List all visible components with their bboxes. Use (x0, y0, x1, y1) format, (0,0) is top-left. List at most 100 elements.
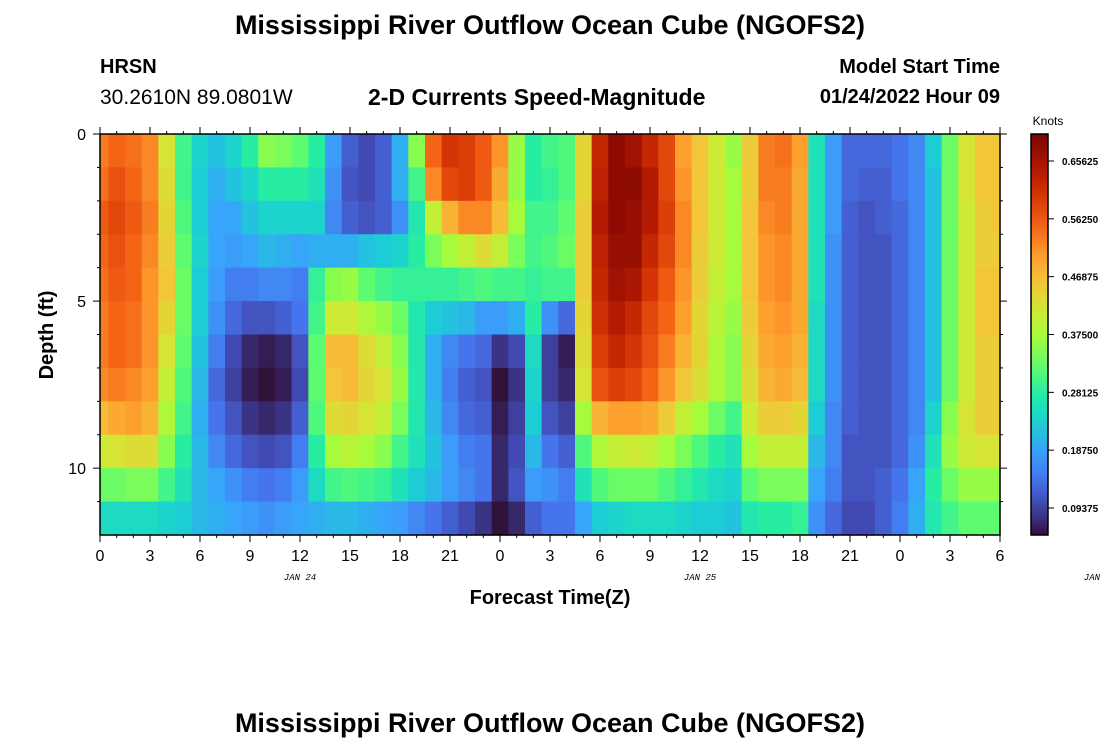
heatmap-cell (591, 501, 609, 536)
heatmap-cell (575, 501, 593, 536)
heatmap-cell (291, 200, 309, 235)
heatmap-cell (391, 367, 409, 402)
heatmap-cell (208, 434, 226, 469)
x-tick-label: 18 (391, 548, 409, 565)
heatmap-cell (975, 167, 993, 202)
heatmap-cell (508, 401, 526, 436)
heatmap-cell (100, 401, 109, 436)
heatmap-cell (558, 501, 576, 536)
chart-title: Mississippi River Outflow Ocean Cube (NG… (234, 10, 866, 40)
heatmap-cell (808, 134, 826, 169)
heatmap-cell (841, 501, 859, 536)
heatmap-cell (508, 234, 526, 269)
heatmap-cell (175, 367, 193, 402)
heatmap-cell (175, 401, 193, 436)
heatmap-cell (841, 401, 859, 436)
heatmap-cell (925, 134, 943, 169)
heatmap-cell (475, 334, 493, 369)
heatmap-cell (791, 267, 809, 302)
heatmap-cell (375, 200, 393, 235)
heatmap-cell (100, 301, 109, 336)
colorbar: Knots 0.09375 0.18750 0.28125 0.37500 0.4687… (1030, 114, 1099, 536)
heatmap-cell (358, 234, 376, 269)
heatmap-cell (591, 434, 609, 469)
heatmap-cell (841, 468, 859, 503)
heatmap-cell (608, 134, 626, 169)
heatmap-cell (275, 401, 293, 436)
heatmap-cell (991, 234, 1001, 269)
heatmap-cell (925, 401, 943, 436)
heatmap-cell (408, 334, 426, 369)
heatmap-cell (291, 234, 309, 269)
heatmap-cell (191, 434, 209, 469)
heatmap-cell (541, 167, 559, 202)
heatmap-cell (708, 501, 726, 536)
heatmap-cell (791, 434, 809, 469)
heatmap-cell (791, 367, 809, 402)
heatmap-cell (791, 200, 809, 235)
heatmap-cell (958, 334, 976, 369)
heatmap-cell (608, 167, 626, 202)
heatmap-cell (975, 134, 993, 169)
heatmap-cell (925, 501, 943, 536)
heatmap-cell (358, 367, 376, 402)
heatmap-cell (991, 401, 1001, 436)
heatmap-cell (175, 301, 193, 336)
heatmap-cell (100, 200, 109, 235)
heatmap-cell (925, 367, 943, 402)
heatmap-cell (591, 234, 609, 269)
heatmap-cell (491, 200, 509, 235)
heatmap-cell (975, 234, 993, 269)
heatmap-cell (925, 434, 943, 469)
heatmap-cell (241, 200, 259, 235)
colorbar-tick-label: 0.18750 (1062, 446, 1099, 457)
heatmap-cell (758, 468, 776, 503)
date-label: JAN 25 (684, 573, 717, 583)
heatmap-cell (825, 200, 843, 235)
heatmap-cell (725, 167, 743, 202)
heatmap-cell (858, 367, 876, 402)
heatmap-cell (425, 267, 443, 302)
heatmap-cell (391, 267, 409, 302)
heatmap-cell (475, 301, 493, 336)
heatmap-cell (958, 367, 976, 402)
station-coordinates: 30.2610N 89.0801W (100, 86, 293, 109)
heatmap-cell (808, 334, 826, 369)
heatmap-cell (875, 367, 893, 402)
heatmap-cell (958, 434, 976, 469)
heatmap-cell (875, 200, 893, 235)
x-tick-label: 3 (546, 548, 555, 565)
heatmap-cell (525, 501, 543, 536)
heatmap-cell (558, 234, 576, 269)
heatmap-cell (408, 468, 426, 503)
heatmap-cell (341, 434, 359, 469)
heatmap-cell (941, 367, 959, 402)
heatmap-cell (558, 267, 576, 302)
heatmap-cell (608, 200, 626, 235)
heatmap-cell (358, 267, 376, 302)
heatmap-cell (925, 200, 943, 235)
heatmap-cell (541, 134, 559, 169)
heatmap-cell (558, 468, 576, 503)
heatmap-cell (841, 167, 859, 202)
heatmap-cell (608, 367, 626, 402)
heatmap-cell (191, 468, 209, 503)
heatmap-cell (558, 334, 576, 369)
heatmap-cell (708, 200, 726, 235)
x-tick-label: 21 (441, 548, 459, 565)
heatmap-cell (691, 468, 709, 503)
heatmap-cell (100, 134, 109, 169)
heatmap-cell (975, 367, 993, 402)
heatmap-cell (625, 167, 643, 202)
heatmap-cell (491, 334, 509, 369)
heatmap-cell (791, 401, 809, 436)
heatmap-cell (441, 468, 459, 503)
heatmap-cell (125, 334, 143, 369)
heatmap-cell (391, 334, 409, 369)
heatmap-cell (625, 401, 643, 436)
heatmap-cell (241, 468, 259, 503)
heatmap-cell (275, 501, 293, 536)
heatmap-cell (908, 367, 926, 402)
heatmap-cell (375, 301, 393, 336)
heatmap-cell (841, 334, 859, 369)
